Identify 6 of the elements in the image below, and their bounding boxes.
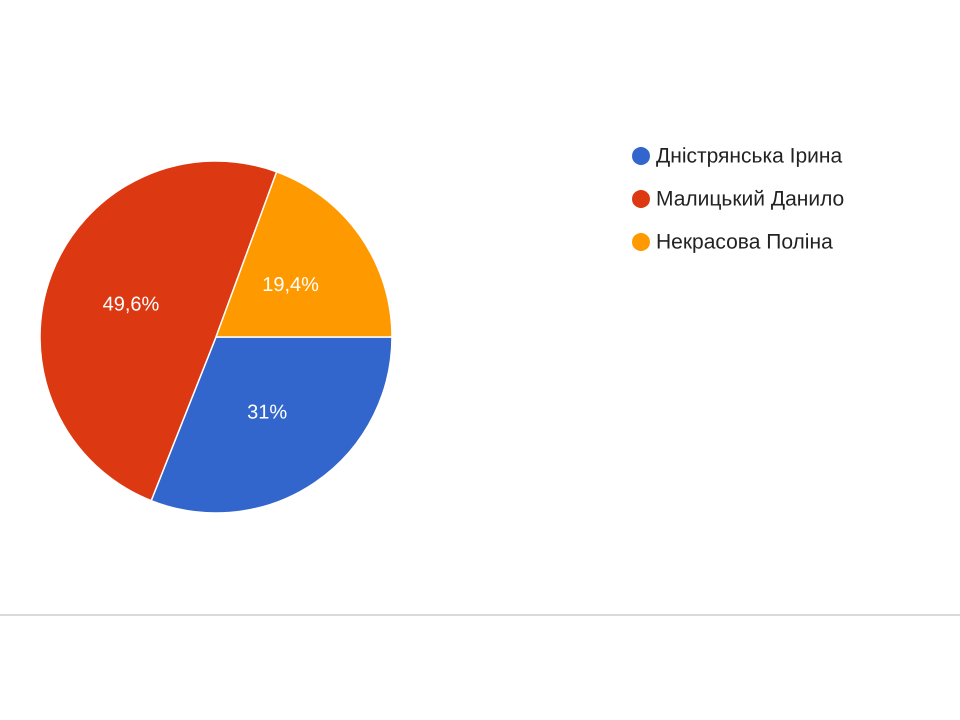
legend-label: Дністрянська Ірина — [656, 144, 842, 168]
legend-label: Малицький Данило — [656, 188, 844, 210]
data-label: 31% — [247, 401, 288, 424]
data-label: 49,6% — [102, 294, 160, 316]
legend-label: Некрасова Поліна — [656, 230, 834, 254]
data-label: 19,4% — [262, 274, 320, 296]
